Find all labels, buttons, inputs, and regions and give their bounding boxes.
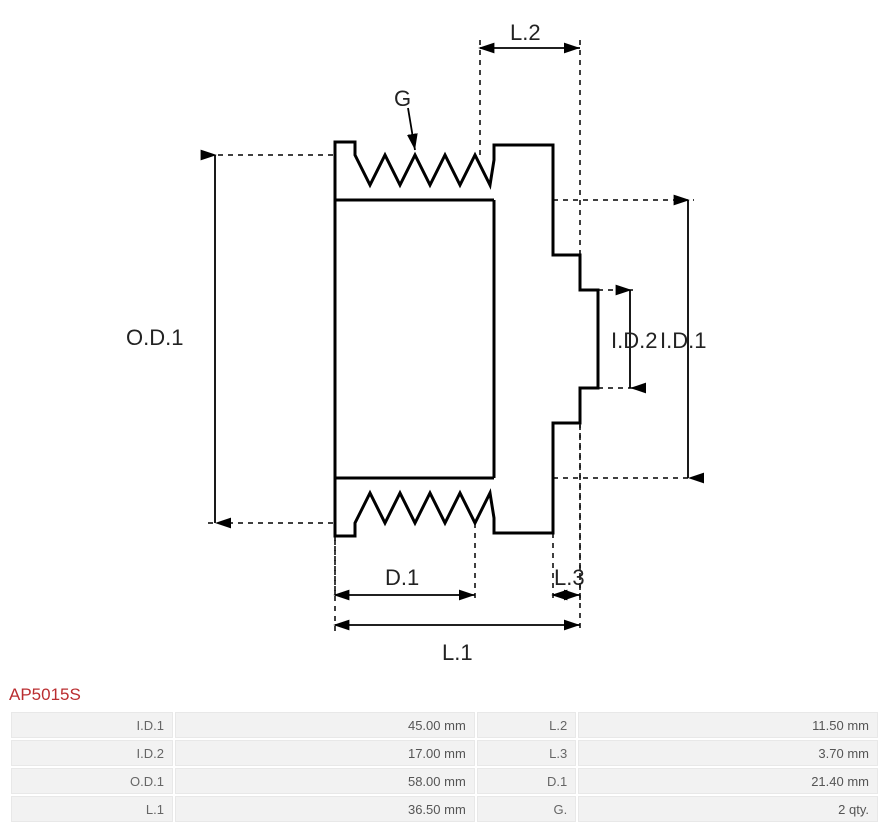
spec-value: 2 qty. <box>578 796 878 822</box>
spec-label: I.D.1 <box>11 712 173 738</box>
table-row: I.D.2 17.00 mm L.3 3.70 mm <box>11 740 878 766</box>
spec-value: 45.00 mm <box>175 712 475 738</box>
spec-label: I.D.2 <box>11 740 173 766</box>
label-id2: I.D.2 <box>611 328 657 354</box>
part-number: AP5015S <box>9 685 81 705</box>
label-l2: L.2 <box>510 20 541 46</box>
spec-value: 11.50 mm <box>578 712 878 738</box>
spec-label: L.3 <box>477 740 576 766</box>
spec-value: 3.70 mm <box>578 740 878 766</box>
diagram-area: O.D.1 I.D.1 I.D.2 L.1 D.1 L.3 L.2 G <box>0 0 889 675</box>
table-row: L.1 36.50 mm G. 2 qty. <box>11 796 878 822</box>
table-row: O.D.1 58.00 mm D.1 21.40 mm <box>11 768 878 794</box>
spec-label: O.D.1 <box>11 768 173 794</box>
spec-value: 21.40 mm <box>578 768 878 794</box>
label-id1: I.D.1 <box>660 328 706 354</box>
label-g: G <box>394 86 411 112</box>
label-od1: O.D.1 <box>126 325 183 351</box>
spec-label: G. <box>477 796 576 822</box>
spec-value: 58.00 mm <box>175 768 475 794</box>
spec-label: D.1 <box>477 768 576 794</box>
label-d1: D.1 <box>385 565 419 591</box>
spec-table: I.D.1 45.00 mm L.2 11.50 mm I.D.2 17.00 … <box>9 710 880 824</box>
spec-value: 17.00 mm <box>175 740 475 766</box>
label-l3: L.3 <box>554 565 585 591</box>
spec-label: L.2 <box>477 712 576 738</box>
spec-label: L.1 <box>11 796 173 822</box>
table-row: I.D.1 45.00 mm L.2 11.50 mm <box>11 712 878 738</box>
spec-value: 36.50 mm <box>175 796 475 822</box>
label-l1: L.1 <box>442 640 473 666</box>
